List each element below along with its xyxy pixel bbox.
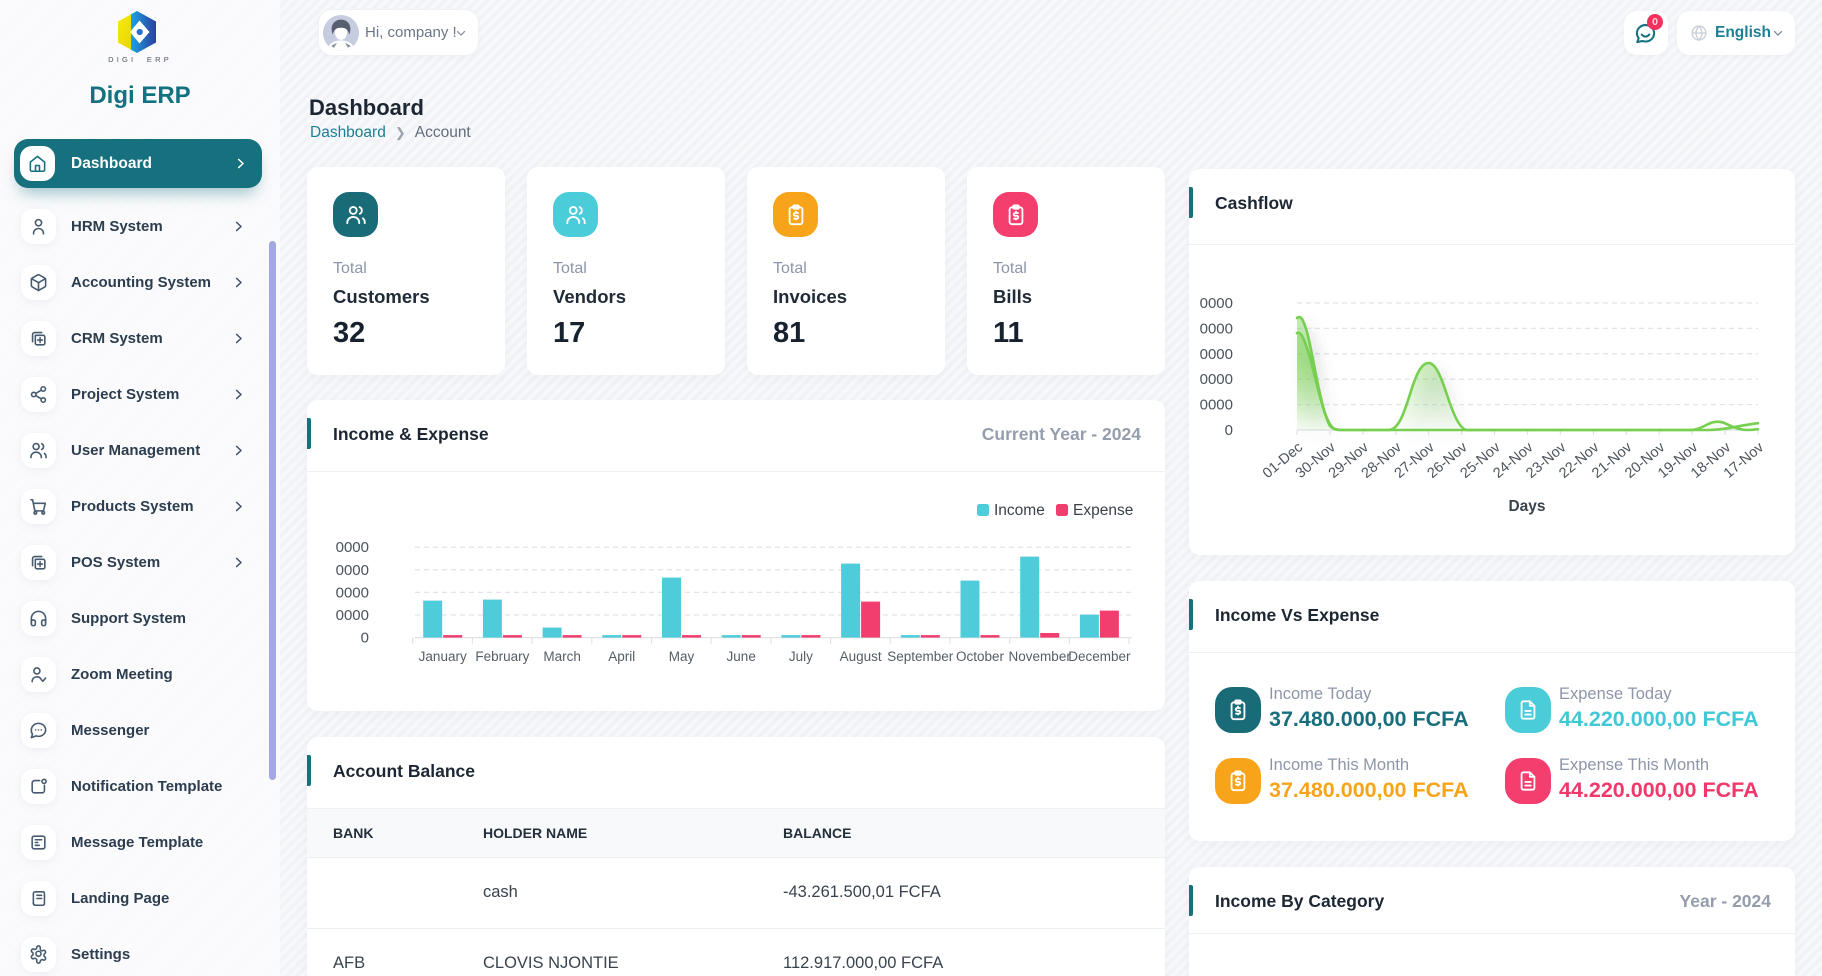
svg-text:February: February (475, 649, 529, 664)
svg-text:September: September (887, 649, 954, 664)
svg-text:Expense: Expense (1073, 502, 1133, 519)
svg-text:July: July (789, 649, 813, 664)
svg-text:0000: 0000 (1200, 371, 1233, 388)
svg-text:April: April (608, 649, 635, 664)
svg-text:0000: 0000 (336, 584, 369, 601)
svg-text:March: March (543, 649, 581, 664)
svg-text:Days: Days (1508, 498, 1545, 515)
svg-text:August: August (840, 649, 882, 664)
svg-text:Income: Income (994, 502, 1045, 519)
svg-text:0000: 0000 (1200, 320, 1233, 337)
svg-text:May: May (669, 649, 695, 664)
svg-text:November: November (1009, 649, 1072, 664)
svg-text:0000: 0000 (1200, 346, 1233, 363)
svg-text:0: 0 (1225, 422, 1233, 439)
svg-text:January: January (419, 649, 467, 664)
svg-text:0000: 0000 (1200, 397, 1233, 414)
svg-text:June: June (727, 649, 756, 664)
svg-text:0000: 0000 (336, 562, 369, 579)
svg-text:0000: 0000 (1200, 295, 1233, 312)
svg-text:October: October (956, 649, 1005, 664)
svg-text:0000: 0000 (336, 539, 369, 556)
svg-text:0000: 0000 (336, 607, 369, 624)
svg-text:December: December (1068, 649, 1131, 664)
svg-text:0: 0 (361, 630, 369, 647)
